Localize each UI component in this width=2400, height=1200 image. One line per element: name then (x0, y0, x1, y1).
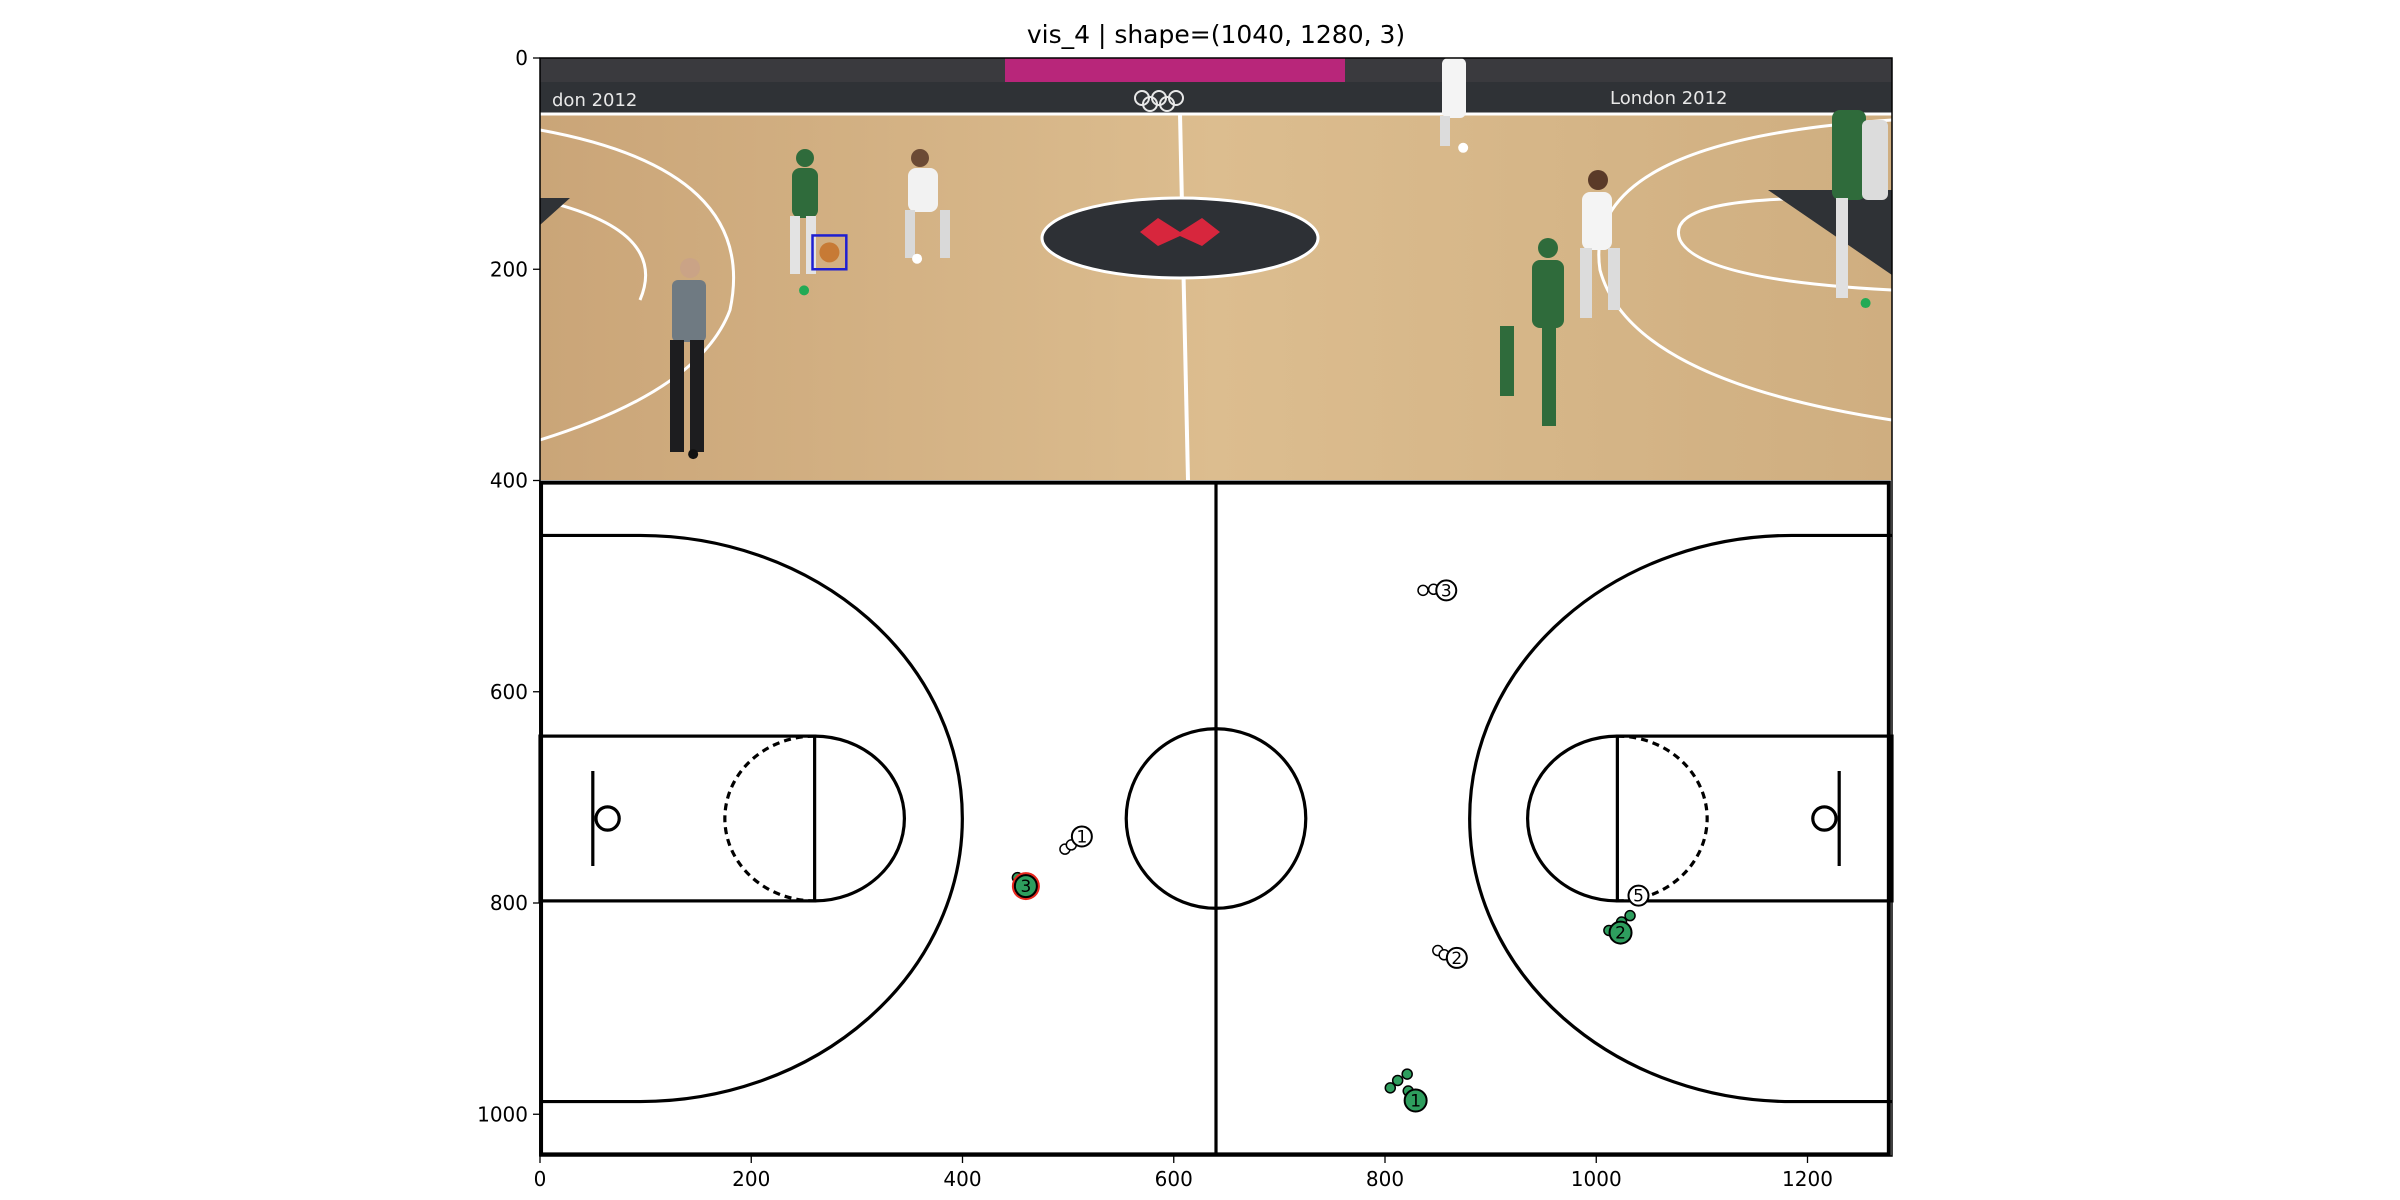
player-marker-green-1: 1 (1384, 1068, 1428, 1113)
y-tick-label: 0 (515, 46, 528, 70)
player-dot (1013, 874, 1038, 899)
frame-marker (799, 285, 810, 296)
hoop-right (1811, 805, 1838, 832)
free-throw-arc-left-solid (814, 734, 907, 903)
y-tick-label: 1000 (477, 1102, 528, 1126)
y-axis: 0 200 400 600 800 1000 (477, 46, 540, 1126)
player-dot (1435, 579, 1458, 602)
ball-bounding-box (811, 234, 848, 271)
player-marker-white-1: 1 (1059, 825, 1093, 855)
banner-right: London 2012 (1610, 88, 1728, 109)
player-number: 1 (1076, 827, 1087, 847)
player-marker-white-5: 5 (1627, 884, 1650, 907)
frame-marker (1458, 142, 1469, 153)
axes-frame (539, 57, 1893, 1157)
center-circle (1124, 727, 1308, 910)
trail-dot (1391, 1074, 1404, 1087)
player-number: 3 (1020, 877, 1031, 897)
x-tick-label: 200 (732, 1167, 770, 1191)
free-throw-arc-right-dashed (1617, 734, 1709, 903)
player-dot (1070, 825, 1093, 848)
basketball (819, 242, 840, 263)
trail-dot (1624, 909, 1636, 922)
frame-marker (688, 449, 699, 460)
player-silhouette-white-1 (905, 149, 950, 258)
x-tick-label: 800 (1366, 1167, 1404, 1191)
x-tick-label: 1000 (1571, 1167, 1622, 1191)
player-marker-white-3: 3 (1417, 579, 1458, 602)
player-number: 1 (1410, 1092, 1421, 1112)
referee-silhouette (670, 258, 706, 452)
hoop-left (594, 805, 621, 832)
x-tick-label: 1200 (1782, 1167, 1833, 1191)
free-throw-arc-left-dashed (723, 734, 815, 903)
frame-marker (912, 253, 923, 264)
player-dot (1627, 884, 1650, 907)
player-dot (1403, 1088, 1428, 1113)
x-tick-label: 0 (534, 1167, 547, 1191)
olympic-rings-icon (1134, 90, 1184, 112)
x-tick-label: 600 (1155, 1167, 1193, 1191)
frame-marker (1860, 298, 1871, 309)
player-number: 2 (1615, 924, 1626, 944)
player-dot (1445, 946, 1468, 969)
player-number: 5 (1633, 887, 1644, 907)
player-dot (1608, 920, 1633, 945)
y-tick-label: 400 (490, 469, 528, 493)
player-number: 2 (1451, 949, 1462, 969)
player-marker-green-3: 3 (1011, 871, 1040, 901)
y-tick-label: 600 (490, 680, 528, 704)
trail-dot (1384, 1082, 1397, 1094)
player-silhouette-white-3 (1440, 58, 1466, 146)
player-marker-white-2: 2 (1432, 944, 1468, 969)
trail-dot (1401, 1068, 1413, 1080)
player-silhouette-white-2 (1580, 170, 1620, 318)
court-diagram (540, 480, 1892, 1157)
y-tick-label: 200 (490, 257, 528, 281)
video-frame: don 2012 London 2012 (540, 58, 1892, 480)
frame-tracking-markers (688, 142, 1871, 460)
x-axis: 0 200 400 600 800 1000 1200 (534, 1156, 1833, 1191)
player-number: 3 (1441, 581, 1452, 601)
free-throw-arc-right-solid (1525, 734, 1618, 903)
figure-title: vis_4 | shape=(1040, 1280, 3) (1027, 20, 1405, 49)
player-silhouette-green-2 (1500, 238, 1564, 426)
x-tick-label: 400 (943, 1167, 981, 1191)
player-marker-green-2: 2 (1603, 909, 1636, 945)
trail-dot (1417, 584, 1429, 597)
player-silhouette-green-1 (790, 149, 818, 274)
y-tick-label: 800 (490, 891, 528, 915)
banner-left: don 2012 (552, 90, 637, 111)
player-silhouette-green-3 (1832, 110, 1888, 298)
